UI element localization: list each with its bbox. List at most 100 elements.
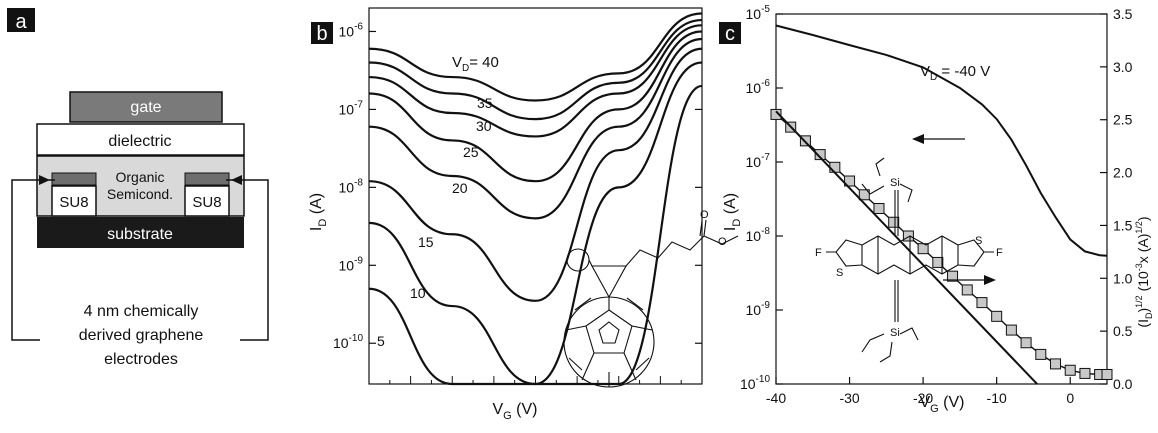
substrate-layer (37, 217, 244, 248)
substrate-label: substrate (107, 226, 173, 243)
right-lead-line (226, 179, 269, 341)
panel-a-letter-box (7, 8, 35, 32)
adt-right-s-label: S (975, 235, 982, 247)
curve-label-15: 15 (418, 234, 434, 250)
panel-b-curve-7 (368, 84, 703, 386)
panel-a-letter: a (15, 11, 27, 33)
panel-c-left-y-tick-label: 10-7 (746, 152, 771, 170)
panel-b-y-tick-label: 10-7 (339, 99, 364, 117)
panel-b-y-tick-label: 10-9 (339, 255, 364, 273)
semiconductor-label-line2: Semicond. (107, 186, 173, 202)
panel-c-left-y-tick-label: 10-6 (746, 78, 771, 96)
panel-c-vd-annotation: VD = -40 V (920, 63, 990, 83)
adt-left-f-label: F (815, 247, 822, 259)
panel-c-data-marker (947, 270, 959, 282)
panel-c-data-marker (961, 284, 973, 296)
panel-c-data-marker (1050, 358, 1062, 370)
panel-c-data-marker (1079, 367, 1091, 379)
panel-b-y-axis: 10-10 10-9 10-8 10-7 10-6 (333, 21, 702, 351)
right-axis-arrow (943, 275, 996, 285)
panel-c-x-tick-label: -40 (766, 390, 786, 406)
curve-label-10: 10 (410, 285, 426, 301)
panel-b-curve-4 (368, 37, 703, 220)
panel-c-data-marker (1020, 337, 1032, 349)
panel-c-x-tick-label: -10 (987, 390, 1007, 406)
pcbm-oxygen-label: O (700, 209, 709, 221)
adt-left-s-label: S (836, 267, 843, 279)
left-axis-arrow (912, 134, 965, 144)
left-lead-arrowhead (39, 175, 50, 185)
panel-c-series-0 (775, 24, 1108, 257)
panel-c: c 10-10 10-9 10-8 10-7 10-6 10-5 0.0 0.5 1.0 1.5… (719, 4, 1154, 415)
electrode-caption-line3: electrodes (104, 351, 178, 368)
panel-c-right-y-tick-label: 2.0 (1113, 165, 1133, 181)
panel-c-data-marker (770, 108, 782, 120)
panel-c-right-y-axis: 0.0 0.5 1.0 1.5 2.0 2.5 3.0 3.5 (1100, 6, 1133, 392)
adt-bottom-si-label: Si (890, 327, 900, 339)
panel-c-data-marker (858, 189, 870, 201)
su8-left-block (51, 185, 97, 217)
pcbm-molecule-structure (563, 219, 739, 388)
panel-c-left-y-axis-label: ID (A) (722, 193, 743, 231)
panel-c-series-2 (775, 110, 1038, 385)
electrode-caption-line1: 4 nm chemically (84, 303, 199, 320)
curve-label-25: 25 (463, 144, 479, 160)
panel-c-data-marker (991, 310, 1003, 322)
panel-c-data-marker (814, 149, 826, 161)
panel-b-y-tick-label: 10-6 (339, 21, 364, 39)
panel-b-curve-0 (368, 12, 703, 102)
panel-c-x-tick-label: -30 (839, 390, 859, 406)
panel-c-data-marker (932, 256, 944, 268)
left-lead-line (11, 179, 55, 341)
panel-c-x-tick-label: 0 (1066, 390, 1074, 406)
panel-c-left-y-tick-label: 10-10 (740, 374, 770, 392)
panel-c-right-y-axis-label: (ID)1/2 (10-3x (A)1/2) (1134, 216, 1154, 327)
panel-b-curve-1 (368, 18, 703, 121)
dielectric-label: dielectric (108, 133, 171, 150)
panel-c-data-marker (1005, 324, 1017, 336)
panel-c-data-marker (873, 203, 885, 215)
panel-b-curve-3 (368, 30, 703, 183)
panel-b-y-tick-label: 10-10 (333, 333, 363, 351)
su8-left-label: SU8 (59, 194, 88, 211)
panel-b-letter-box (311, 22, 333, 44)
panel-b-y-tick-label: 10-8 (339, 177, 364, 195)
difluoro-adt-molecule-structure (826, 157, 994, 363)
panel-c-right-y-tick-label: 1.5 (1113, 217, 1133, 233)
gate-layer (69, 91, 223, 123)
curve-label-35: 35 (477, 95, 493, 111)
panel-c-right-y-tick-label: 0.5 (1113, 323, 1133, 339)
panel-c-data-marker (829, 161, 841, 173)
su8-right-label: SU8 (192, 194, 221, 211)
panel-c-right-y-tick-label: 0.0 (1113, 376, 1133, 392)
panel-c-curves (770, 24, 1113, 385)
panel-c-data-marker (902, 230, 914, 242)
curve-label-5: 5 (377, 333, 385, 349)
panel-c-right-y-tick-label: 1.0 (1113, 270, 1133, 286)
panel-c-left-y-tick-label: 10-8 (746, 226, 771, 244)
panel-c-x-axis-label: VG (V) (919, 394, 964, 415)
left-electrode (51, 172, 97, 186)
adt-right-f-label: F (996, 247, 1003, 259)
panel-c-data-marker (976, 297, 988, 309)
panel-b-letter: b (316, 23, 327, 45)
panel-c-right-y-tick-label: 2.5 (1113, 112, 1133, 128)
panel-b-curve-6 (368, 61, 703, 386)
panel-b-curve-5 (368, 47, 703, 302)
panel-c-letter: c (725, 23, 735, 45)
curve-label-vd-40: VD= 40 (452, 54, 499, 74)
panel-b-x-axis-label: VG (V) (492, 401, 537, 422)
panel-b-y-axis-label: ID (A) (308, 193, 329, 231)
semiconductor-label-line1: Organic (115, 169, 164, 185)
right-electrode (184, 172, 230, 186)
panel-a: a gate dielectric Organic Semicond. SU8 … (7, 8, 269, 368)
curve-label-20: 20 (452, 180, 468, 196)
pcbm-ester-oxygen-label: O (718, 236, 727, 248)
panel-b-curve-2 (368, 24, 703, 138)
panel-c-letter-box (719, 22, 741, 44)
su8-right-block (184, 185, 230, 217)
panel-c-left-y-axis: 10-10 10-9 10-8 10-7 10-6 10-5 (740, 4, 783, 392)
curve-label-30: 30 (476, 118, 492, 134)
